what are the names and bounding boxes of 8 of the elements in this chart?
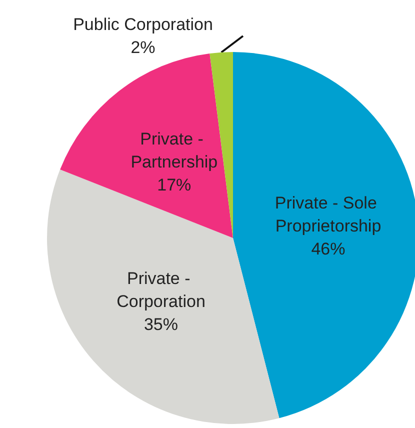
slice-label: Private - Corporation: [116, 268, 206, 311]
slice-label: Private - Partnership: [130, 130, 218, 172]
slice-label: Public Corporation: [73, 15, 213, 34]
data-label: 35%: [144, 314, 178, 334]
data-label: 17%: [157, 176, 192, 195]
data-label: 2%: [130, 38, 156, 57]
data-label: 46%: [311, 239, 346, 258]
slice-label: Private - Sole Proprietorship: [274, 193, 382, 236]
